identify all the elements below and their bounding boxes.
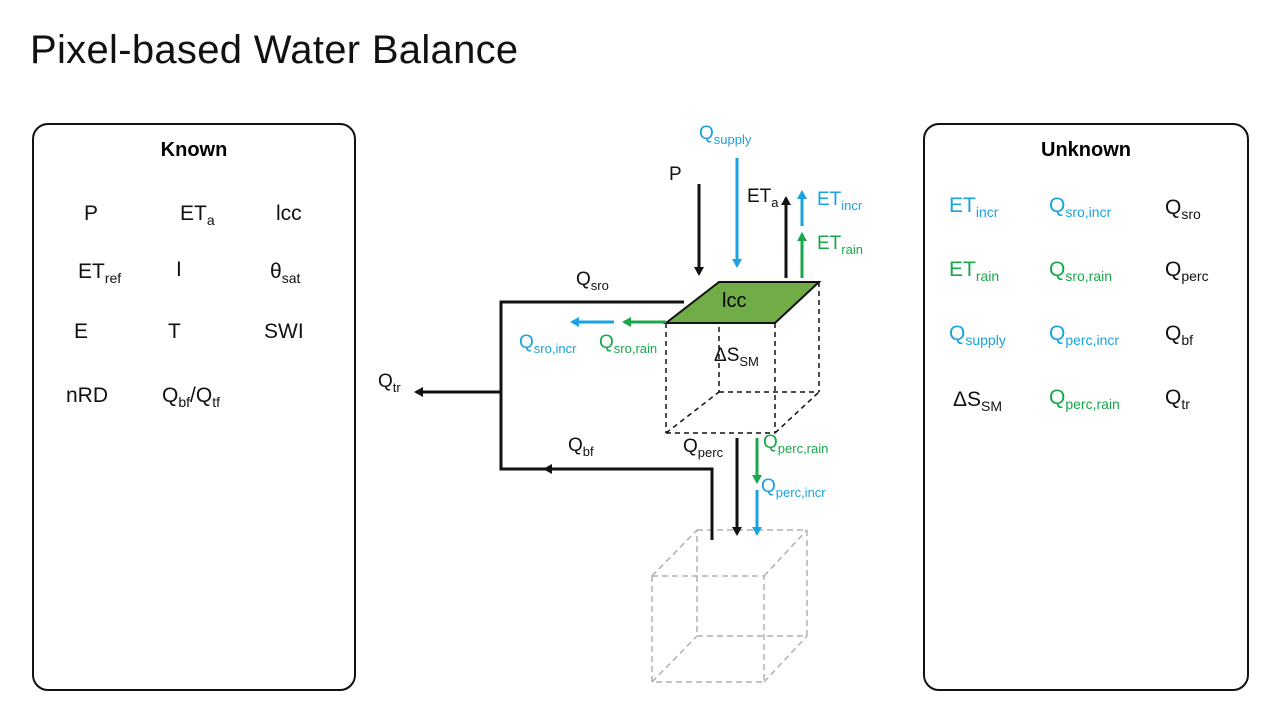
known-var: P xyxy=(84,202,99,225)
lcc-top-face xyxy=(663,281,822,324)
unknown-var: Qbf xyxy=(1165,322,1194,348)
known-panel: Known P ETa lcc ETref I θsat E T SWI nRD… xyxy=(32,123,356,691)
unknown-panel: Unknown ETincr Qsro,incr Qsro ETrain Qsr… xyxy=(923,123,1249,691)
unknown-var: Qsro xyxy=(1165,196,1201,222)
q-sro-path xyxy=(499,300,714,540)
unknown-var: Qsro,incr xyxy=(1049,194,1112,220)
q-sro-label: Qsro xyxy=(576,269,609,293)
unknown-heading: Unknown xyxy=(1041,139,1131,161)
unknown-var: ETrain xyxy=(949,258,1000,284)
slide-title: Pixel-based Water Balance xyxy=(30,28,519,72)
q-perc-incr-label: Qperc,incr xyxy=(761,476,826,500)
known-var: ETref xyxy=(78,260,122,286)
unknown-var: Qperc,incr xyxy=(1049,322,1120,348)
unknown-var: ΔSSM xyxy=(953,388,1003,414)
q-sro-rain-label: Qsro,rain xyxy=(599,332,658,356)
et-rain-label: ETrain xyxy=(817,233,863,257)
known-heading: Known xyxy=(160,139,228,161)
unknown-var: Qsupply xyxy=(949,322,1006,348)
q-bf-label: Qbf xyxy=(568,435,594,459)
unknown-var: ETincr xyxy=(949,194,999,220)
unknown-var: Qperc,rain xyxy=(1049,386,1120,412)
q-sro-incr-label: Qsro,incr xyxy=(519,332,577,356)
q-perc-rain-label: Qperc,rain xyxy=(763,432,829,456)
lower-ghost-cube xyxy=(651,529,808,683)
et-incr-label: ETincr xyxy=(817,189,863,213)
known-var: θsat xyxy=(270,260,301,286)
unknown-var: Qperc xyxy=(1165,258,1209,284)
known-var: I xyxy=(176,258,182,281)
q-perc-label: Qperc xyxy=(683,436,724,460)
q-tr-label: Qtr xyxy=(378,371,401,395)
known-var: E xyxy=(74,320,89,343)
delta-s-sm-label: ΔSSM xyxy=(714,345,759,369)
unknown-var: Qtr xyxy=(1165,386,1190,412)
known-var: lcc xyxy=(276,202,302,225)
known-var: Qbf/Qtf xyxy=(162,384,220,410)
known-var: ETa xyxy=(180,202,215,228)
unknown-var: Qsro,rain xyxy=(1049,258,1113,284)
known-var: T xyxy=(168,320,181,343)
soil-cube xyxy=(665,282,820,434)
known-var: SWI xyxy=(264,320,304,343)
q-supply-label: Qsupply xyxy=(699,123,752,147)
et-a-label: ETa xyxy=(747,186,779,210)
lcc-label: lcc xyxy=(722,290,747,312)
known-var: nRD xyxy=(66,384,109,407)
p-label: P xyxy=(669,164,682,185)
